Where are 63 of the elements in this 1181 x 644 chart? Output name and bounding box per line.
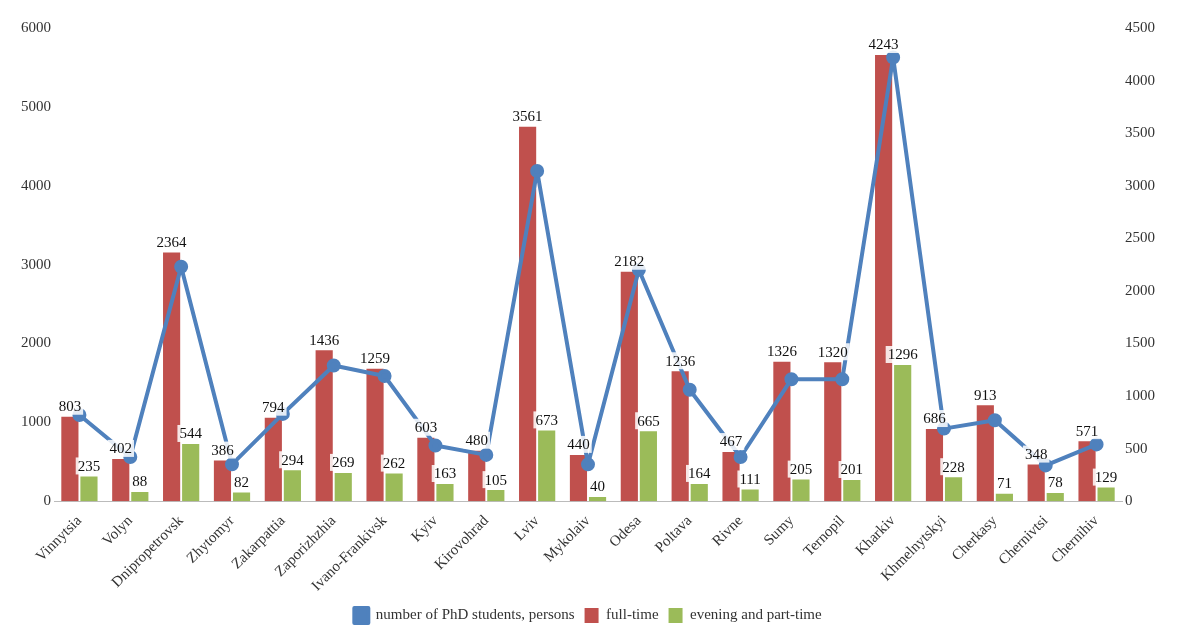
y2-tick-label: 1500 bbox=[1125, 334, 1155, 351]
data-label: 88 bbox=[132, 473, 148, 490]
data-label: 1320 bbox=[817, 343, 848, 360]
data-label: 105 bbox=[484, 471, 508, 488]
legend-label: number of PhD students, persons bbox=[375, 606, 575, 623]
data-label: 794 bbox=[262, 399, 286, 416]
data-label: 3561 bbox=[512, 108, 543, 125]
data-label: 1296 bbox=[887, 346, 919, 363]
data-label: 348 bbox=[1024, 446, 1048, 463]
data-label: 913 bbox=[974, 386, 997, 403]
data-label: 201 bbox=[840, 461, 864, 478]
data-label: 1326 bbox=[766, 343, 798, 360]
data-label: 129 bbox=[1094, 469, 1118, 486]
data-label: 40 bbox=[590, 478, 606, 495]
y-tick-label: 2000 bbox=[21, 334, 51, 351]
y2-tick-label: 3000 bbox=[1125, 176, 1155, 193]
data-label: 2182 bbox=[614, 253, 645, 270]
data-label: 82 bbox=[234, 473, 250, 490]
y-tick-label: 4000 bbox=[21, 176, 51, 193]
y-tick-label: 5000 bbox=[21, 97, 51, 114]
data-label: 269 bbox=[332, 454, 355, 471]
data-label: 78 bbox=[1047, 474, 1063, 491]
data-label: 294 bbox=[281, 451, 305, 468]
y2-tick-label: 1000 bbox=[1125, 386, 1155, 403]
data-label: 571 bbox=[1075, 422, 1099, 439]
data-label: 1259 bbox=[360, 350, 391, 367]
y2-tick-label: 4500 bbox=[1125, 18, 1155, 35]
legend-label: full-time bbox=[606, 606, 659, 623]
y-tick-label: 0 bbox=[43, 492, 51, 509]
data-label: 603 bbox=[414, 419, 438, 436]
data-label: 164 bbox=[688, 465, 711, 482]
data-label: 2364 bbox=[156, 234, 188, 251]
y2-tick-label: 2000 bbox=[1125, 281, 1155, 298]
y-tick-label: 6000 bbox=[21, 18, 51, 35]
y2-tick-label: 2500 bbox=[1125, 229, 1155, 246]
data-label: 1436 bbox=[309, 331, 340, 348]
data-label: 163 bbox=[433, 465, 457, 482]
data-label: 803 bbox=[58, 398, 82, 415]
legend-label: evening and part-time bbox=[690, 606, 823, 623]
data-label: 111 bbox=[739, 470, 761, 487]
data-label: 386 bbox=[211, 442, 235, 459]
data-label: 205 bbox=[789, 461, 813, 478]
data-label: 467 bbox=[719, 433, 743, 450]
x-tick-label: Lviv bbox=[510, 511, 543, 544]
data-label: 4243 bbox=[868, 36, 899, 53]
data-label: 235 bbox=[77, 457, 101, 474]
data-label: 262 bbox=[382, 455, 406, 472]
data-label: 440 bbox=[567, 436, 590, 453]
data-label: 71 bbox=[996, 475, 1012, 492]
data-label: 402 bbox=[109, 440, 132, 457]
y2-tick-label: 500 bbox=[1125, 439, 1148, 456]
y-tick-label: 1000 bbox=[21, 413, 51, 430]
data-label: 228 bbox=[942, 458, 965, 475]
y2-tick-label: 3500 bbox=[1125, 124, 1155, 141]
data-label: 544 bbox=[179, 425, 203, 442]
y2-tick-label: 0 bbox=[1125, 492, 1133, 509]
y2-tick-label: 4000 bbox=[1125, 71, 1155, 88]
data-label: 480 bbox=[465, 432, 488, 449]
data-label: 665 bbox=[637, 412, 660, 429]
y-tick-label: 3000 bbox=[21, 255, 51, 272]
data-label: 673 bbox=[535, 411, 558, 428]
data-label: 686 bbox=[923, 410, 947, 427]
data-label: 1236 bbox=[665, 352, 696, 369]
